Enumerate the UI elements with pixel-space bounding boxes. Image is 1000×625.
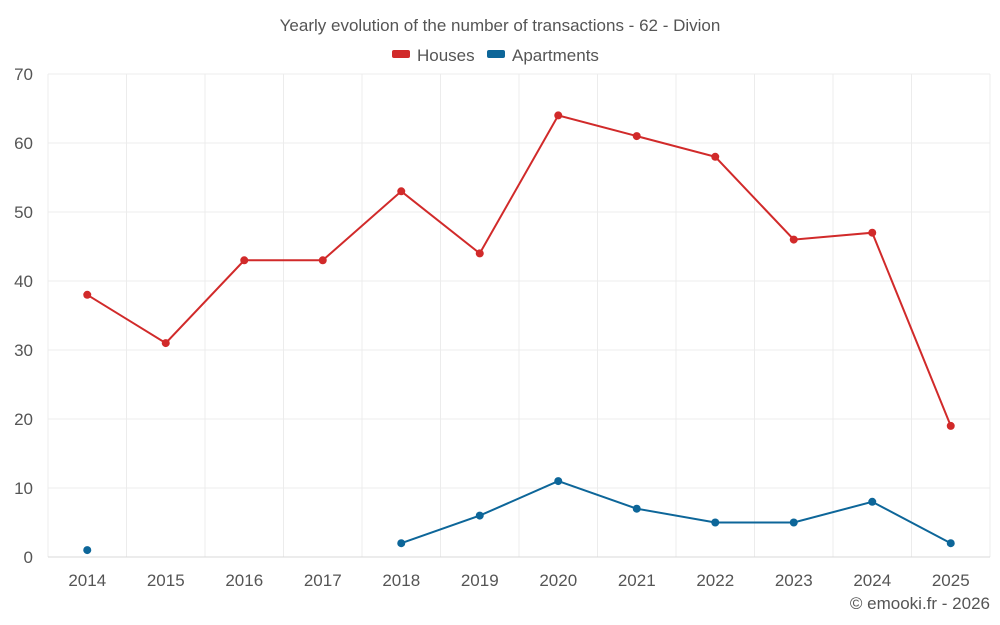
x-axis: 2014 2015 2016 2017 2018 2019 2020 2021 2022 2023… (48, 556, 990, 590)
x-tick-label: 2016 (225, 571, 263, 590)
x-tick-label: 2024 (853, 571, 891, 590)
data-point-apartments[interactable] (789, 518, 798, 527)
legend-label-apartments[interactable]: Apartments (512, 46, 599, 65)
x-tick-label: 2023 (775, 571, 813, 590)
y-tick-label: 50 (14, 203, 33, 222)
data-point-houses[interactable] (789, 235, 798, 244)
chart-title: Yearly evolution of the number of transa… (280, 16, 721, 35)
legend-swatch-houses (392, 50, 410, 58)
y-tick-label: 0 (24, 548, 33, 567)
x-tick-label: 2019 (461, 571, 499, 590)
y-tick-label: 40 (14, 272, 33, 291)
x-tick-label: 2020 (539, 571, 577, 590)
x-tick-label: 2018 (382, 571, 420, 590)
data-point-apartments[interactable] (711, 518, 720, 527)
data-point-houses[interactable] (240, 256, 249, 265)
y-tick-label: 70 (14, 65, 33, 84)
data-point-apartments[interactable] (868, 497, 877, 506)
y-tick-label: 10 (14, 479, 33, 498)
data-point-apartments[interactable] (554, 477, 563, 486)
data-point-houses[interactable] (554, 111, 563, 120)
data-point-houses[interactable] (83, 290, 92, 299)
credit-text: © emooki.fr - 2026 (850, 594, 990, 613)
x-tick-label: 2017 (304, 571, 342, 590)
data-point-houses[interactable] (868, 228, 877, 237)
data-point-houses[interactable] (711, 152, 720, 161)
y-tick-label: 60 (14, 134, 33, 153)
data-point-apartments[interactable] (397, 539, 406, 548)
x-tick-label: 2022 (696, 571, 734, 590)
series-line-houses (86, 114, 952, 427)
data-point-houses[interactable] (475, 249, 484, 258)
y-axis: 0 10 20 30 40 50 60 70 (14, 65, 33, 567)
x-tick-label: 2014 (68, 571, 106, 590)
grid (47, 73, 991, 557)
data-point-houses[interactable] (946, 421, 955, 430)
legend-label-houses[interactable]: Houses (417, 46, 475, 65)
data-point-houses[interactable] (632, 132, 641, 141)
data-point-apartments[interactable] (632, 504, 641, 513)
data-point-houses[interactable] (318, 256, 327, 265)
data-point-houses[interactable] (161, 339, 170, 348)
x-tick-label: 2015 (147, 571, 185, 590)
y-tick-label: 20 (14, 410, 33, 429)
x-tick-label: 2025 (932, 571, 970, 590)
legend-swatch-apartments (487, 50, 505, 58)
series (83, 111, 955, 555)
y-tick-label: 30 (14, 341, 33, 360)
data-point-houses[interactable] (397, 187, 406, 196)
data-point-apartments[interactable] (946, 539, 955, 548)
legend: Houses Apartments (392, 46, 599, 65)
series-line-apartments (400, 480, 952, 545)
data-point-apartments[interactable] (83, 546, 92, 555)
data-point-apartments[interactable] (475, 511, 484, 520)
x-tick-label: 2021 (618, 571, 656, 590)
